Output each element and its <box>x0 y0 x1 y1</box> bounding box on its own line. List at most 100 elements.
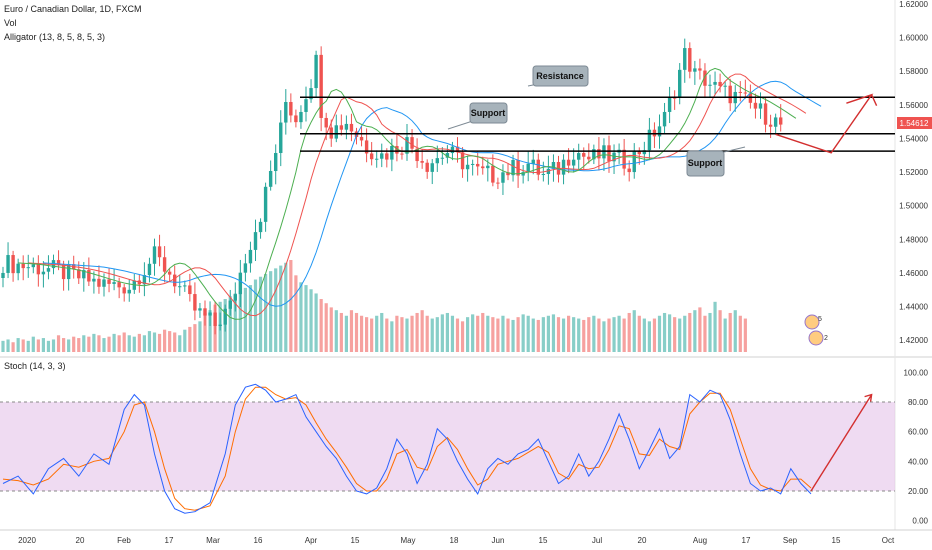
volume-bar <box>622 318 626 352</box>
time-axis-tick: 16 <box>254 536 263 545</box>
volume-bar <box>112 333 116 352</box>
volume-bar <box>26 340 30 352</box>
candle-body <box>380 153 384 159</box>
volume-bar <box>72 336 76 352</box>
volume-bar <box>486 315 490 352</box>
badge-count-top: 5 <box>818 316 822 323</box>
candle-body <box>253 232 258 250</box>
volume-bar <box>541 317 545 352</box>
candle-body <box>420 161 424 163</box>
candle-body <box>536 159 540 175</box>
volume-bar <box>400 317 404 352</box>
volume-bar <box>556 317 561 352</box>
time-axis-tick: Apr <box>305 536 318 545</box>
candle-body <box>349 123 354 132</box>
volume-bar <box>420 310 424 352</box>
resistance-label: Resistance <box>536 71 584 81</box>
volume-bar <box>233 293 237 352</box>
volume-bar <box>349 310 354 352</box>
volume-bar <box>46 340 51 352</box>
stoch-axis-tick: 40.00 <box>908 457 929 466</box>
candle-body <box>400 153 404 155</box>
candle-body <box>662 111 667 127</box>
candle-body <box>516 159 520 176</box>
candle-body <box>107 279 111 284</box>
volume-label: Vol <box>4 18 17 28</box>
volume-bar <box>127 335 131 352</box>
volume-bar <box>516 317 520 352</box>
volume-bar <box>344 315 348 352</box>
volume-bar <box>51 339 56 352</box>
time-axis-tick: 15 <box>351 536 360 545</box>
candle-body <box>223 308 227 325</box>
volume-bar <box>208 310 212 352</box>
volume-bar <box>395 315 399 352</box>
candle-body <box>455 146 460 153</box>
stoch-d-line <box>2 386 812 511</box>
candle-body <box>147 263 152 276</box>
candle-body <box>198 308 202 311</box>
candle-body <box>526 163 530 173</box>
candle-body <box>284 102 288 123</box>
volume-bar <box>173 332 177 352</box>
candle-body <box>410 137 414 149</box>
candle-body <box>577 153 581 160</box>
candle-body <box>698 68 702 71</box>
candle-body <box>637 151 641 155</box>
candle-body <box>597 149 601 159</box>
candle-body <box>470 163 475 165</box>
candle-body <box>228 300 232 309</box>
candle-body <box>142 275 147 285</box>
volume-bar <box>718 310 722 352</box>
badge-count-bottom: 2 <box>824 335 828 342</box>
volume-bar <box>354 312 359 352</box>
alligator-label: Alligator (13, 8, 5, 8, 5, 3) <box>4 32 105 42</box>
price-axis-tick: 1.44000 <box>899 303 928 312</box>
candle-body <box>758 103 763 109</box>
candle-body <box>723 85 727 87</box>
candle-body <box>779 117 783 125</box>
price-projection-arrow <box>775 93 878 154</box>
candle-body <box>16 263 20 274</box>
candle-body <box>339 125 344 130</box>
candle-body <box>334 125 338 139</box>
candle-body <box>425 162 429 172</box>
candle-body <box>566 159 571 166</box>
alligator-lips-line <box>18 67 797 320</box>
volume-bar <box>163 329 167 352</box>
candle-body <box>622 149 626 169</box>
candle-body <box>592 149 596 160</box>
candle-body <box>587 156 591 160</box>
volume-bar <box>607 318 611 352</box>
candle-body <box>112 282 116 284</box>
volume-bar <box>526 315 530 352</box>
volume-bar <box>102 338 106 352</box>
price-axis-tick: 1.42000 <box>899 336 928 345</box>
volume-bar <box>703 315 707 352</box>
candle-body <box>157 246 162 258</box>
time-axis-tick: 15 <box>539 536 548 545</box>
volume-bar <box>450 315 455 352</box>
candle-body <box>415 148 419 162</box>
candle-body <box>46 268 51 272</box>
volume-bar <box>521 314 525 352</box>
volume-bar <box>238 290 242 352</box>
volume-bar <box>87 336 91 352</box>
candle-body <box>364 140 369 154</box>
volume-bar <box>582 319 586 352</box>
time-axis-tick: Jun <box>492 536 505 545</box>
candle-body <box>77 269 81 279</box>
volume-bar <box>733 310 737 352</box>
volume-bar <box>203 312 207 352</box>
candle-body <box>127 289 131 294</box>
volume-bar <box>122 332 126 352</box>
candle-body <box>375 158 379 160</box>
candle-body <box>344 123 349 130</box>
candle-body <box>188 285 192 295</box>
volume-bar <box>546 315 550 352</box>
candle-body <box>405 137 409 154</box>
candle-body <box>289 102 293 116</box>
volume-bar <box>137 333 141 352</box>
volume-bar <box>77 338 81 352</box>
volume-bar <box>157 333 162 352</box>
